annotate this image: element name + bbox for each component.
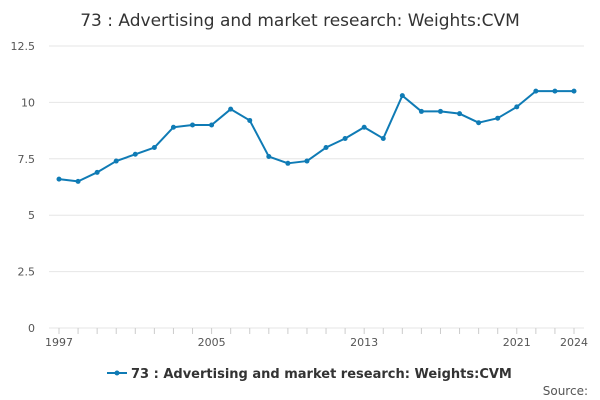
data-point [190,122,196,128]
data-point [495,115,501,121]
data-point [571,88,577,94]
data-point [457,111,463,117]
x-tick-label: 2021 [503,336,531,349]
data-point [361,124,367,130]
data-point [418,108,424,114]
data-point [151,145,157,151]
data-point [132,151,138,157]
data-point [552,88,558,94]
source-label: Source: [543,384,588,398]
y-tick-label: 10 [21,96,35,109]
y-tick-label: 0 [28,322,35,335]
data-point [247,117,253,123]
legend-marker [114,370,120,376]
series-layer [56,88,577,184]
data-point [56,176,62,182]
series-line [58,90,574,183]
y-tick-label: 12.5 [11,40,36,53]
data-point [342,135,348,141]
legend-label: 73 : Advertising and market research: We… [131,367,512,382]
data-point [113,158,119,164]
data-point [228,106,234,112]
x-tick-label: 1997 [45,336,73,349]
y-tick-label: 5 [28,209,35,222]
data-point [285,160,291,166]
data-point [323,145,329,151]
x-tick-label: 2024 [560,336,588,349]
data-point [94,169,100,175]
y-tick-label: 2.5 [18,266,36,279]
data-point [75,178,81,184]
data-point [266,154,272,160]
y-tick-label: 7.5 [18,153,36,166]
grid-layer [49,45,584,329]
x-tick-label: 2005 [198,336,226,349]
data-point [209,122,215,128]
data-point [380,135,386,141]
chart-title: 73 : Advertising and market research: We… [80,11,520,31]
data-point [533,88,539,94]
y-axis: 0 2.5 5 7.5 10 12.5 [11,40,36,335]
x-tick-label: 2013 [350,336,378,349]
x-axis: 1997 2005 2013 2021 2024 [45,328,588,349]
data-point [304,158,310,164]
data-point [476,120,482,126]
data-point [437,108,443,114]
data-point [170,124,176,130]
data-point [399,93,405,99]
data-point [514,104,520,110]
legend[interactable]: 73 : Advertising and market research: We… [107,367,512,382]
